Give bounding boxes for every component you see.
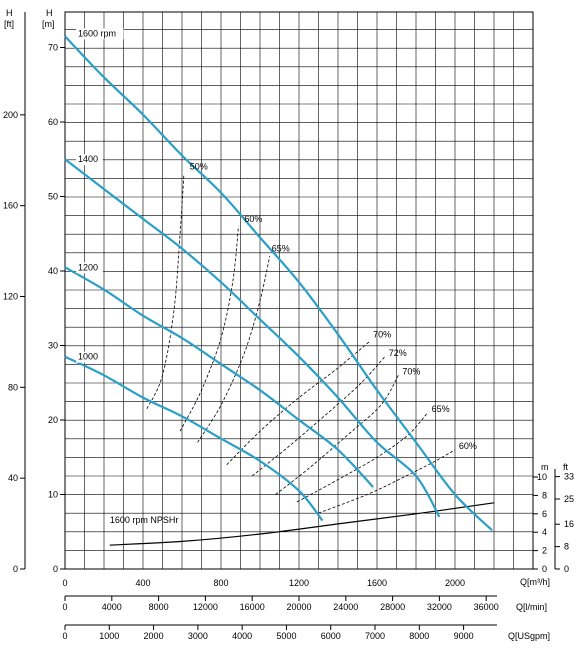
npsh-ft-tick-label: 8 <box>564 542 569 552</box>
x-lmin-tick-label: 4000 <box>102 602 122 612</box>
efficiency-curve <box>318 449 456 514</box>
pump-curve-label: 1000 <box>78 352 98 362</box>
chart-grid <box>65 12 533 569</box>
efficiency-label: 72% <box>389 348 407 358</box>
pump-curve-label: 1200 <box>78 262 98 272</box>
efficiency-label: 65% <box>432 404 450 414</box>
x-usgpm-tick-label: 5000 <box>276 631 296 641</box>
ft-axis-label-unit: [ft] <box>4 19 14 29</box>
x-usgpm-tick-label: 3000 <box>188 631 208 641</box>
npsh-m-tick-label: 4 <box>542 527 547 537</box>
x-lmin-tick-label: 20000 <box>286 602 311 612</box>
efficiency-curves <box>146 174 456 514</box>
m-axis-tick-label: 50 <box>48 192 58 202</box>
efficiency-curve <box>226 341 370 465</box>
npsh-m-tick-label: 0 <box>542 564 547 574</box>
pump-curve <box>64 35 493 532</box>
npsh-m-tick-label: 10 <box>537 472 547 482</box>
efficiency-curve <box>179 226 239 432</box>
x-usgpm-tick-label: 1000 <box>99 631 119 641</box>
x-lmin-axis-label: Q[l/min] <box>516 602 547 612</box>
pump-curve <box>64 266 374 488</box>
x-lmin-tick-label: 16000 <box>240 602 265 612</box>
m-axis-tick-label: 10 <box>48 490 58 500</box>
plot-frame <box>64 11 534 570</box>
npsh-curves <box>109 502 495 546</box>
x-m3h-tick-label: 2000 <box>445 578 465 588</box>
x-lmin-tick-label: 36000 <box>474 602 499 612</box>
x-usgpm-tick-label: 9000 <box>454 631 474 641</box>
x-usgpm-tick-label: 8000 <box>409 631 429 641</box>
x-m3h-tick-label: 1200 <box>289 578 309 588</box>
ft-axis-tick-label: 40 <box>8 473 18 483</box>
m-axis-tick-label: 40 <box>48 266 58 276</box>
x-m3h-axis-label: Q[m³/h] <box>520 577 550 587</box>
ft-axis-tick-label: 200 <box>3 110 18 120</box>
x-lmin-tick-label: 24000 <box>333 602 358 612</box>
pump-curve-label-bg <box>76 154 103 166</box>
npsh-curve <box>109 502 495 546</box>
npsh-ft-tick-label: 25 <box>564 494 574 504</box>
efficiency-label: 70% <box>402 367 420 377</box>
npsh-curve-label: 1600 rpm NPSHr <box>110 515 179 525</box>
x-usgpm-axis-label: Q[USgpm] <box>508 631 550 641</box>
x-usgpm-tick-label: 4000 <box>232 631 252 641</box>
pump-curve <box>64 355 324 522</box>
ft-axis-tick-label: 0 <box>13 564 18 574</box>
x-usgpm-tick-label: 6000 <box>321 631 341 641</box>
x-lmin-tick-label: 28000 <box>380 602 405 612</box>
x-m3h-tick-label: 400 <box>135 578 150 588</box>
efficiency-label: 60% <box>459 441 477 451</box>
ft-axis-tick-label: 160 <box>3 201 18 211</box>
x-lmin-tick-label: 0 <box>62 602 67 612</box>
curve-labels: 50% 60% 65% 70% 72% 70% 65% 60% 1600 rpm NPSHr 16… <box>76 28 477 525</box>
efficiency-label: 70% <box>373 329 391 339</box>
m-axis-tick-label: 30 <box>48 341 58 351</box>
m-axis-tick-label: 20 <box>48 415 58 425</box>
x-lmin-tick-label: 32000 <box>427 602 452 612</box>
pump-curve-label: 1400 <box>78 154 98 164</box>
pump-curve <box>64 158 441 518</box>
ft-axis-tick-label: 120 <box>3 292 18 302</box>
npsh-m-tick-label: 8 <box>542 490 547 500</box>
pump-curve-label: 1600 rpm <box>78 28 116 38</box>
pump-curves <box>64 35 493 532</box>
x-m3h-tick-label: 0 <box>62 578 67 588</box>
x-lmin-tick-label: 8000 <box>149 602 169 612</box>
m-axis-label-unit: [m] <box>42 19 55 29</box>
m-axis-tick-label: 60 <box>48 117 58 127</box>
efficiency-label: 65% <box>272 244 290 254</box>
x-lmin-tick-label: 12000 <box>193 602 218 612</box>
x-usgpm-tick-label: 7000 <box>365 631 385 641</box>
x-m3h-tick-label: 800 <box>213 578 228 588</box>
npsh-ft-tick-label: 0 <box>564 564 569 574</box>
npsh-ft-axis-label: ft <box>563 462 569 472</box>
m-axis-label-top: H <box>46 8 53 18</box>
efficiency-label: 60% <box>244 214 262 224</box>
pump-curve-label-bg <box>76 351 103 363</box>
ft-axis-label-top: H <box>6 8 13 18</box>
efficiency-curve <box>296 412 428 503</box>
npsh-m-axis-label: m <box>541 462 549 472</box>
x-usgpm-tick-label: 0 <box>62 631 67 641</box>
npsh-m-tick-label: 6 <box>542 509 547 519</box>
efficiency-curve <box>146 174 185 409</box>
pump-curve-label-bg <box>76 28 124 40</box>
npsh-ft-tick-label: 33 <box>564 472 574 482</box>
efficiency-label: 50% <box>190 162 208 172</box>
x-m3h-tick-label: 1600 <box>367 578 387 588</box>
m-axis-tick-label: 0 <box>53 564 58 574</box>
npsh-ft-tick-label: 16 <box>564 519 574 529</box>
ft-axis-tick-label: 80 <box>8 382 18 392</box>
axes-group: 0408012016020001020304050607002468100816… <box>3 12 574 641</box>
m-axis-tick-label: 70 <box>48 43 58 53</box>
efficiency-curve <box>197 256 271 443</box>
npsh-m-tick-label: 2 <box>542 546 547 556</box>
pump-curve-label-bg <box>76 262 103 274</box>
efficiency-curve <box>251 356 386 477</box>
x-usgpm-tick-label: 2000 <box>144 631 164 641</box>
